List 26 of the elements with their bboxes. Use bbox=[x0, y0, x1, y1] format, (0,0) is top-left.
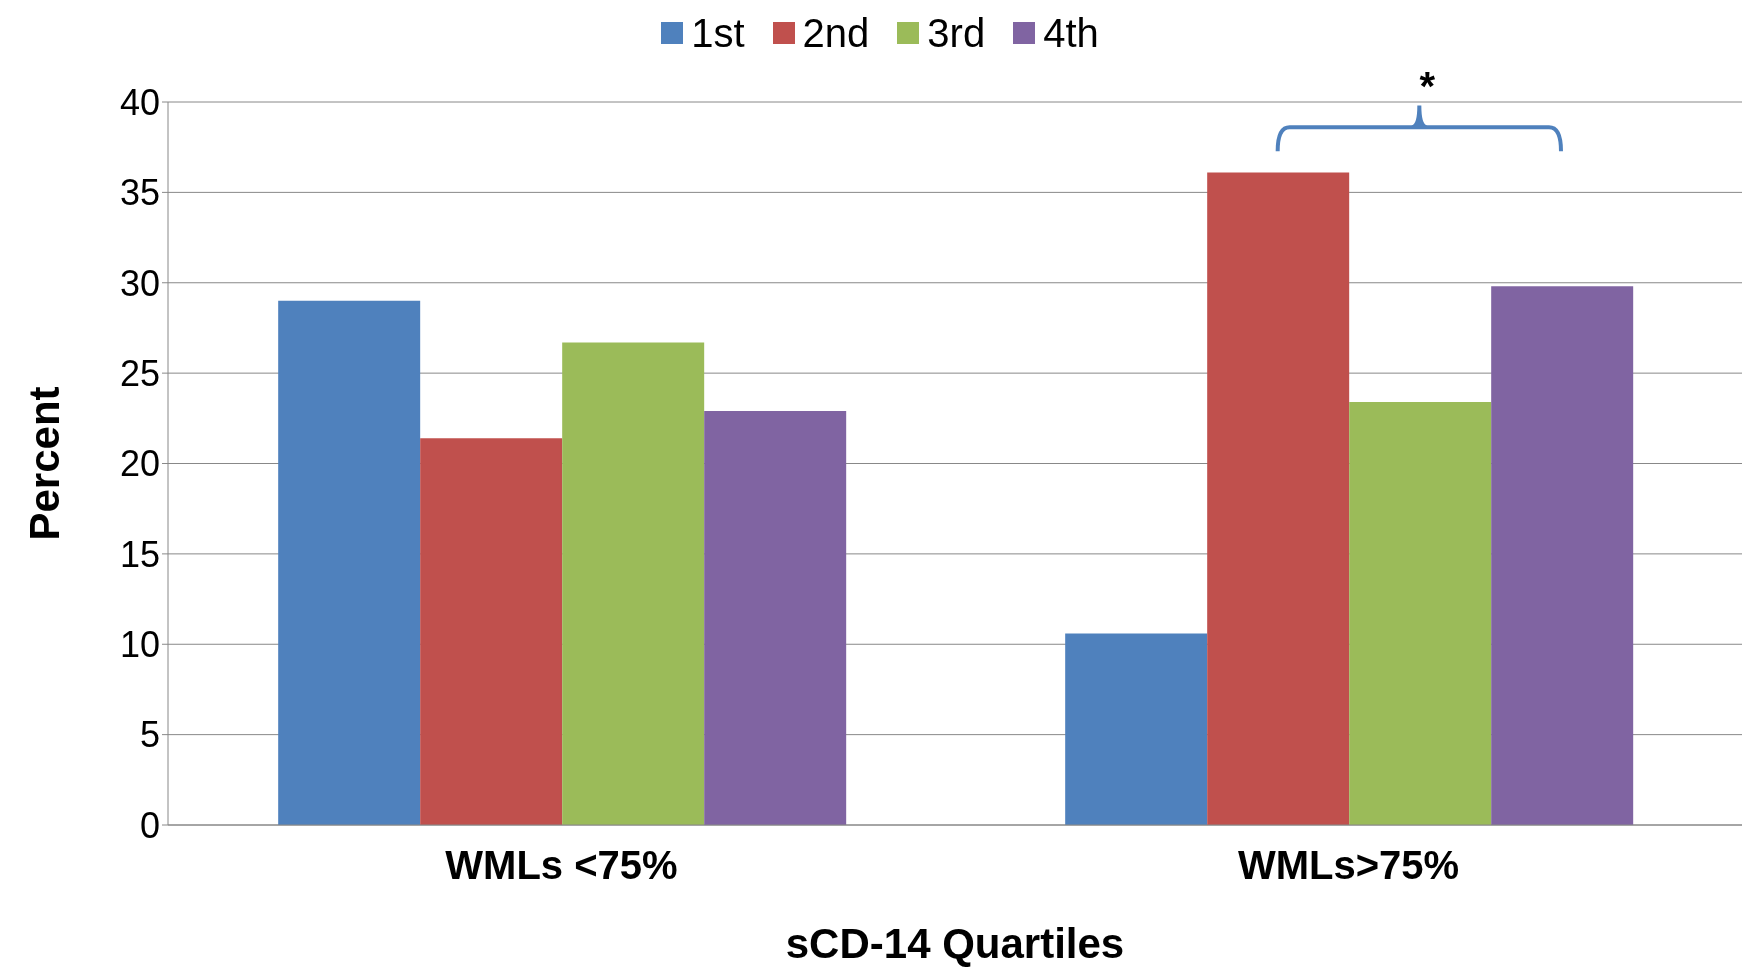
legend-label: 4th bbox=[1043, 10, 1099, 56]
bar bbox=[1207, 172, 1350, 825]
y-tick-label: 10 bbox=[119, 624, 160, 666]
x-tick-label: WMLs>75% bbox=[1237, 843, 1460, 888]
bar bbox=[1491, 286, 1634, 825]
x-axis-title: sCD-14 Quartiles bbox=[785, 920, 1125, 967]
legend-label: 2nd bbox=[802, 10, 870, 56]
y-tick-label: 20 bbox=[119, 443, 160, 485]
bar bbox=[1065, 633, 1208, 825]
bar bbox=[704, 411, 847, 825]
y-tick-label: 5 bbox=[139, 714, 160, 756]
x-tick-label: WMLs <75% bbox=[445, 843, 678, 888]
legend-label: 3rd bbox=[927, 10, 986, 56]
y-tick-label: 25 bbox=[119, 352, 160, 394]
annotation: * bbox=[1419, 63, 1436, 108]
bar bbox=[278, 300, 421, 825]
y-axis-title: Percent bbox=[20, 386, 68, 541]
y-tick-label: 40 bbox=[119, 81, 160, 123]
bar bbox=[420, 438, 563, 825]
legend-label: 1st bbox=[691, 10, 745, 56]
bar bbox=[562, 342, 705, 825]
bar bbox=[1349, 402, 1492, 825]
y-tick-label: 0 bbox=[139, 804, 160, 846]
y-tick-label: 35 bbox=[119, 172, 160, 214]
y-tick-label: 30 bbox=[119, 262, 160, 304]
y-tick-label: 15 bbox=[119, 533, 160, 575]
